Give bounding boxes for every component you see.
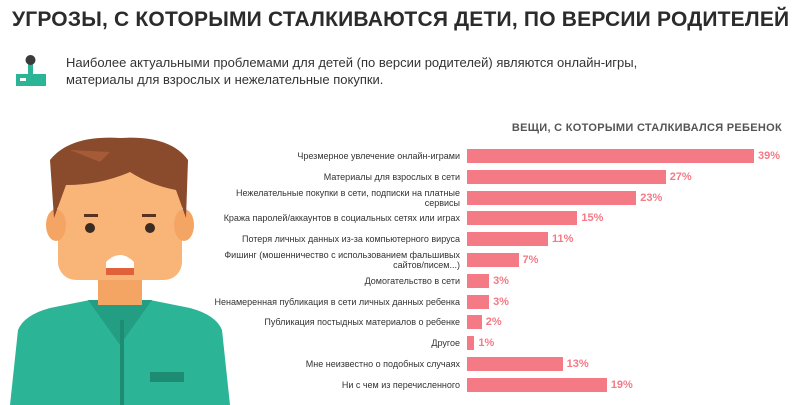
category-label: Ненамеренная публикация в сети личных да… <box>214 296 461 307</box>
category-label: Мне неизвестно о подобных случаях <box>305 359 460 369</box>
subtitle: Наиболее актуальными проблемами для дете… <box>66 55 638 87</box>
bar <box>467 190 637 205</box>
value-label: 2% <box>485 316 502 329</box>
value-label: 39% <box>758 150 781 162</box>
bar <box>467 294 490 309</box>
category-label: Домогательство в сети <box>364 275 460 286</box>
bar <box>467 273 490 288</box>
icon <box>16 55 46 86</box>
category-label: Кража паролей/аккаунтов в социальных сет… <box>223 213 460 224</box>
bar <box>467 232 548 247</box>
chart-title: ВЕЩИ, С КОТОРЫМИ СТАЛКИВАЛСЯ РЕБЕНОК <box>511 122 782 134</box>
value-label: 11% <box>551 233 574 246</box>
value-label: 7% <box>522 254 539 266</box>
category-label: Материалы для взрослых в сети <box>323 171 460 182</box>
bar <box>467 357 563 371</box>
bar <box>467 169 666 184</box>
category-label: Фишинг (мошенничество с использованием ф… <box>224 250 460 270</box>
bar <box>467 315 482 330</box>
value-label: 23% <box>640 191 663 204</box>
category-label: Ни с чем из перечисленного <box>341 379 460 390</box>
category-label: Другое <box>431 338 460 349</box>
bar <box>467 377 607 392</box>
value-label: 27% <box>669 170 692 183</box>
bar <box>467 211 578 226</box>
category-label: Нежелательные покупки в сети, подписки н… <box>236 187 460 208</box>
bar <box>467 253 519 267</box>
value-label: 13% <box>566 358 589 370</box>
value-label: 19% <box>610 378 633 391</box>
category-label: Чрезмерное увлечение онлайн-играми <box>297 151 460 161</box>
bar <box>467 336 475 351</box>
value-label: 15% <box>581 212 604 225</box>
category-label: Публикация постыдных материалов о ребенк… <box>264 317 460 328</box>
value-label: 1% <box>478 337 495 350</box>
category-label: Потеря личных данных из-за компьютерного… <box>242 234 460 245</box>
title: УГРОЗЫ, С КОТОРЫМИ СТАЛКИВАЮТСЯ ДЕТИ, ПО… <box>12 8 790 31</box>
bar <box>467 149 754 163</box>
illustration <box>10 137 230 405</box>
value-label: 3% <box>493 295 509 308</box>
value-label: 3% <box>493 274 509 287</box>
